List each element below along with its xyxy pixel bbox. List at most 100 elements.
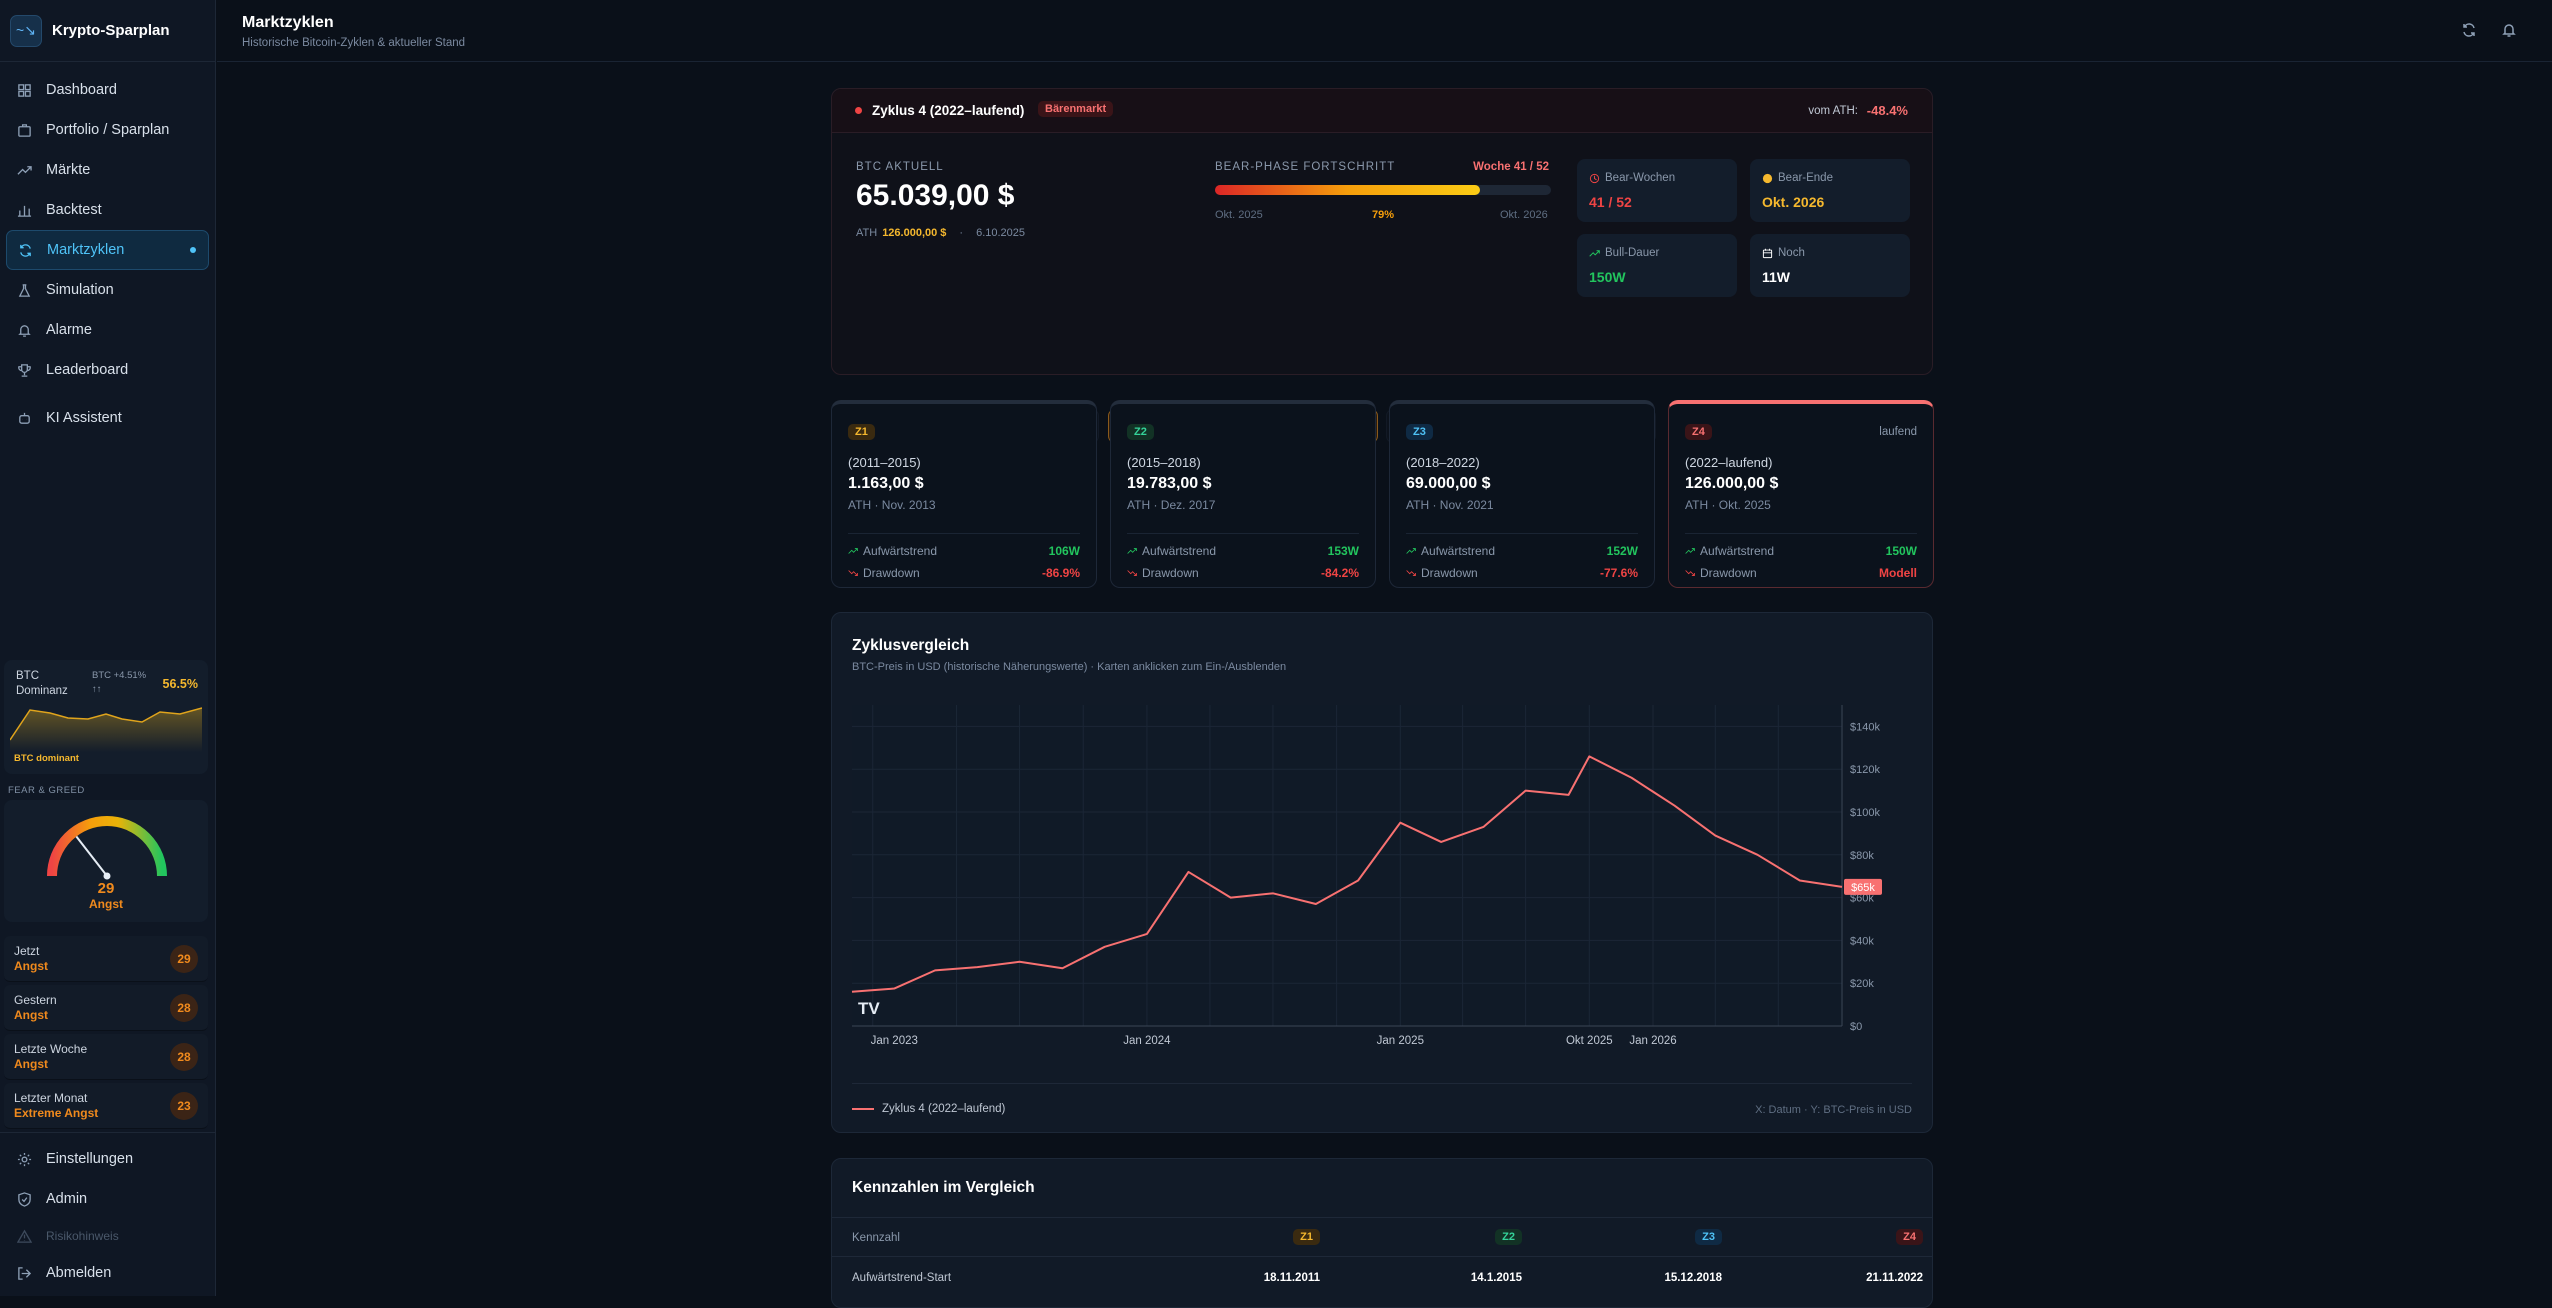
stat-value: 41 / 52 xyxy=(1589,194,1632,210)
cycle-range: (2015–2018) xyxy=(1127,455,1201,470)
stat-value: Okt. 2026 xyxy=(1762,194,1824,210)
clock-icon xyxy=(1589,173,1600,184)
progress-pct: 79% xyxy=(1372,209,1394,221)
sidebar-item-einstellungen[interactable]: Einstellungen xyxy=(6,1139,210,1179)
trend-up-icon xyxy=(1406,546,1416,556)
y-tick-label: $40k xyxy=(1850,935,1874,947)
progress-track xyxy=(1215,185,1551,195)
stat-label: Noch xyxy=(1778,247,1805,259)
sidebar-item-märkte[interactable]: Märkte xyxy=(6,150,209,190)
progress-label: BEAR-PHASE FORTSCHRITT xyxy=(1215,161,1395,173)
refresh-icon xyxy=(17,242,33,258)
stat-label: Bear-Wochen xyxy=(1605,172,1675,184)
uptrend-value: 152W xyxy=(1607,544,1638,558)
y-tick-label: $0 xyxy=(1850,1021,1862,1033)
trophy-icon xyxy=(16,362,32,378)
kennzahlen-value: 15.12.2018 xyxy=(1664,1272,1722,1284)
sidebar-item-label: Marktzyklen xyxy=(47,242,124,258)
progress-fill xyxy=(1215,185,1480,195)
bot-icon xyxy=(16,410,32,426)
app-name: Krypto-Sparplan xyxy=(52,22,170,39)
sidebar-item-leaderboard[interactable]: Leaderboard xyxy=(6,350,209,390)
ath-label: ATH xyxy=(856,227,877,239)
sidebar-item-simulation[interactable]: Simulation xyxy=(6,270,209,310)
from-ath-label: vom ATH: xyxy=(1808,105,1858,117)
kennzahlen-value: 14.1.2015 xyxy=(1471,1272,1522,1284)
history-text: Angst xyxy=(14,1057,48,1071)
kennzahlen-col-z2: Z2 xyxy=(1495,1229,1522,1245)
btc-label: BTC AKTUELL xyxy=(856,161,944,173)
drawdown-label: Drawdown xyxy=(1700,566,1757,580)
row-label: Aufwärtstrend-Start xyxy=(852,1272,951,1284)
kennzahlen-col-z4: Z4 xyxy=(1896,1229,1923,1245)
kennzahlen-col-z3: Z3 xyxy=(1695,1229,1722,1245)
fear-greed-card[interactable]: 29 Angst xyxy=(4,800,208,922)
uptrend-value: 106W xyxy=(1049,544,1080,558)
history-label: Jetzt xyxy=(14,944,39,958)
stat-bear-wochen: Bear-Wochen 41 / 52 xyxy=(1577,159,1737,222)
trend-up-icon xyxy=(1685,546,1695,556)
refresh-icon[interactable] xyxy=(2459,20,2479,40)
sidebar-item-portfolio-sparplan[interactable]: Portfolio / Sparplan xyxy=(6,110,209,150)
fear-greed-text: Angst xyxy=(4,897,208,911)
drawdown-label: Drawdown xyxy=(1421,566,1478,580)
sidebar-item-label: Portfolio / Sparplan xyxy=(46,122,169,138)
bell-icon[interactable] xyxy=(2499,20,2519,40)
x-tick-label: Jan 2024 xyxy=(1123,1035,1171,1047)
dominance-value: 56.5% xyxy=(163,677,198,691)
y-tick-label: $120k xyxy=(1850,764,1880,776)
sidebar-item-backtest[interactable]: Backtest xyxy=(6,190,209,230)
comparison-title: Zyklusvergleich xyxy=(852,637,969,655)
cycle-badge: Z4 xyxy=(1685,424,1712,440)
uptrend-value: 153W xyxy=(1328,544,1359,558)
sidebar-item-label: Alarme xyxy=(46,322,92,338)
tradingview-watermark: TV xyxy=(858,999,880,1018)
sidebar-item-admin[interactable]: Admin xyxy=(6,1179,210,1219)
trend-down-icon xyxy=(1685,568,1695,578)
uptrend-label: Aufwärtstrend xyxy=(1142,544,1216,558)
current-price-tag-label: $65k xyxy=(1851,882,1875,894)
uptrend-value: 150W xyxy=(1886,544,1917,558)
cycle-ath-date: ATH · Nov. 2013 xyxy=(848,498,936,512)
sidebar-item-alarme[interactable]: Alarme xyxy=(6,310,209,350)
sidebar-item-ki-assistent[interactable]: KI Assistent xyxy=(6,398,209,438)
drawdown-value: -86.9% xyxy=(1042,566,1080,580)
ath-value: 126.000,00 $ xyxy=(882,227,946,239)
active-dot xyxy=(190,247,196,253)
chart-legend[interactable]: Zyklus 4 (2022–laufend) xyxy=(852,1103,1005,1115)
stat-label: Bear-Ende xyxy=(1778,172,1833,184)
sidebar-item-label: Risikohinweis xyxy=(46,1229,119,1243)
from-ath-value: -48.4% xyxy=(1867,103,1908,118)
sidebar-item-risikohinweis[interactable]: Risikohinweis xyxy=(6,1219,210,1253)
dominance-footer: BTC dominant xyxy=(14,753,79,764)
sidebar-item-abmelden[interactable]: Abmelden xyxy=(6,1253,210,1293)
portfolio-icon xyxy=(16,122,32,138)
sidebar-item-marktzyklen[interactable]: Marktzyklen xyxy=(6,230,209,270)
kennzahlen-col-z1: Z1 xyxy=(1293,1229,1320,1245)
dominance-sparkline xyxy=(10,700,202,752)
ath-date: 6.10.2025 xyxy=(976,227,1025,239)
brand[interactable]: ~↘ Krypto-Sparplan xyxy=(0,0,215,62)
cycle-ath-price: 126.000,00 $ xyxy=(1685,475,1778,493)
ath-separator: · xyxy=(959,227,963,239)
btc-dominance-card[interactable]: BTC Dominanz BTC +4.51% ↑↑ 56.5% BTC dom… xyxy=(4,660,208,774)
sidebar-item-dashboard[interactable]: Dashboard xyxy=(6,70,209,110)
logout-icon xyxy=(16,1265,32,1281)
comparison-subtitle: BTC-Preis in USD (historische Näherungsw… xyxy=(852,661,1286,673)
btc-price: 65.039,00 $ xyxy=(856,179,1014,213)
cycle-ath-date: ATH · Nov. 2021 xyxy=(1406,498,1494,512)
history-label: Letzter Monat xyxy=(14,1091,87,1105)
cycle-title: Zyklus 4 (2022–laufend) xyxy=(872,103,1024,118)
